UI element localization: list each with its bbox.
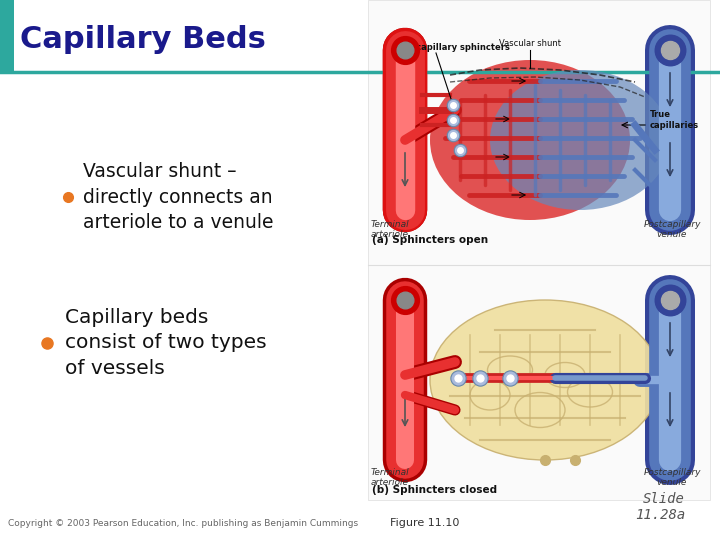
Text: Capillary beds
consist of two types
of vessels: Capillary beds consist of two types of v…	[65, 308, 266, 378]
Text: Copyright © 2003 Pearson Education, Inc. publishing as Benjamin Cummings: Copyright © 2003 Pearson Education, Inc.…	[8, 519, 358, 528]
Text: Terminal
arteriole: Terminal arteriole	[371, 468, 409, 488]
Ellipse shape	[430, 300, 660, 460]
FancyBboxPatch shape	[0, 0, 14, 72]
Text: Slide
11.28a: Slide 11.28a	[635, 492, 685, 522]
Text: Postcapillary
venule: Postcapillary venule	[643, 468, 701, 488]
Ellipse shape	[490, 70, 670, 210]
Text: True
capillaries: True capillaries	[650, 110, 699, 130]
Text: Postcapillary
venule: Postcapillary venule	[643, 220, 701, 239]
Text: Terminal
arteriole: Terminal arteriole	[371, 220, 409, 239]
Text: Vascular shunt: Vascular shunt	[499, 39, 561, 48]
Text: Figure 11.10: Figure 11.10	[390, 518, 459, 528]
Text: Capillary Beds: Capillary Beds	[20, 25, 266, 55]
Text: Precapillary sphincters: Precapillary sphincters	[400, 43, 510, 52]
Ellipse shape	[430, 60, 630, 220]
Text: (a) Sphincters open: (a) Sphincters open	[372, 235, 488, 245]
FancyBboxPatch shape	[368, 0, 710, 500]
Text: (b) Sphincters closed: (b) Sphincters closed	[372, 485, 497, 495]
Text: Vascular shunt –
directly connects an
arteriole to a venule: Vascular shunt – directly connects an ar…	[84, 162, 274, 232]
